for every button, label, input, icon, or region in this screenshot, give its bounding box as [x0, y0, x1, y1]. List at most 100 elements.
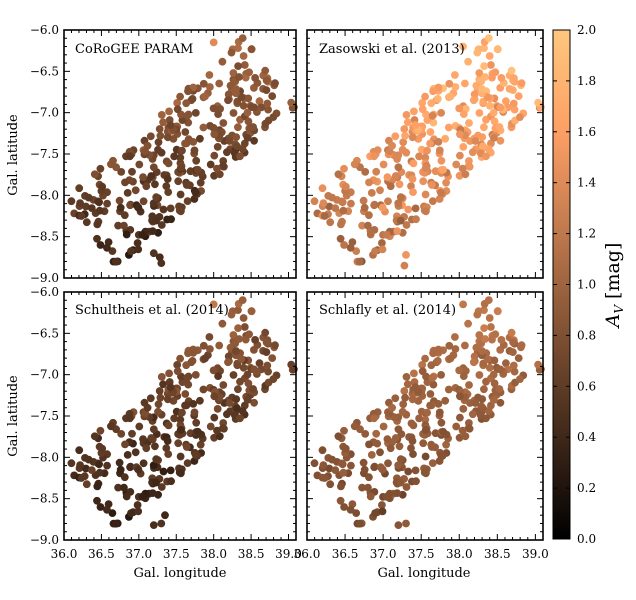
data-point [409, 159, 418, 168]
x-axis-label: Gal. longitude [133, 566, 226, 581]
data-point [471, 399, 480, 407]
colorbar-tick-label: 1.8 [577, 74, 596, 88]
data-point [262, 348, 271, 356]
data-point [423, 146, 431, 155]
data-point [123, 189, 132, 197]
data-point [378, 465, 387, 474]
data-point [174, 439, 183, 448]
data-point [271, 79, 279, 88]
data-point [318, 184, 327, 193]
data-point [151, 180, 159, 189]
data-point [161, 511, 169, 520]
data-point [328, 455, 336, 464]
data-point [350, 422, 359, 431]
data-point [223, 410, 231, 419]
data-point [496, 365, 505, 374]
data-point [364, 221, 372, 230]
data-point [199, 385, 208, 394]
data-point [482, 414, 490, 423]
data-point [128, 167, 136, 176]
data-point [346, 243, 355, 252]
data-point [155, 125, 164, 133]
y-tick-label: −7.5 [30, 147, 59, 161]
data-point [178, 408, 186, 417]
data-point [271, 341, 279, 350]
data-point [459, 110, 468, 118]
data-point [157, 221, 166, 229]
panel-corogee-param [63, 29, 298, 279]
data-point [459, 405, 468, 413]
data-point [139, 435, 147, 443]
data-point [384, 197, 392, 206]
data-point [90, 170, 99, 179]
data-point [341, 444, 350, 453]
data-point [255, 359, 264, 368]
data-point [149, 425, 158, 434]
data-point [164, 188, 173, 197]
data-point [155, 387, 164, 395]
data-point [399, 400, 408, 409]
data-point [219, 424, 227, 433]
data-point [516, 113, 524, 121]
data-point [428, 443, 436, 451]
data-point [358, 221, 366, 230]
data-point [310, 197, 319, 206]
data-point [243, 396, 252, 404]
data-point [370, 414, 378, 423]
data-point [485, 363, 494, 372]
data-point [473, 310, 482, 319]
data-point [487, 323, 495, 331]
data-point [434, 400, 443, 408]
data-point [489, 370, 498, 379]
x-tick-label: 36.0 [294, 547, 321, 561]
data-point [209, 366, 218, 375]
data-point [465, 381, 473, 389]
data-point [98, 182, 107, 191]
data-point [439, 165, 447, 174]
data-point [239, 52, 248, 60]
data-point [510, 105, 519, 114]
data-point [480, 324, 488, 332]
data-point [480, 385, 488, 394]
data-point [534, 360, 542, 369]
data-point [326, 480, 335, 489]
data-point [495, 385, 504, 393]
data-point [383, 435, 392, 443]
data-point [507, 328, 516, 337]
data-point [407, 182, 415, 191]
y-tick-label: −9.0 [30, 533, 59, 547]
data-point [149, 521, 158, 529]
data-point [166, 204, 175, 213]
data-point [166, 383, 175, 391]
data-point [391, 172, 400, 180]
data-point [464, 162, 473, 171]
data-point [76, 199, 84, 208]
data-point [189, 138, 198, 146]
data-point [491, 68, 500, 77]
data-point [165, 369, 174, 378]
data-point [452, 422, 461, 431]
data-point [126, 463, 134, 472]
data-point [193, 427, 202, 436]
data-point [131, 186, 140, 195]
data-point [502, 97, 510, 106]
data-point [225, 399, 234, 407]
data-point [116, 203, 125, 212]
data-point [209, 104, 218, 113]
data-point [191, 188, 200, 197]
y-tick-label: −8.5 [30, 492, 59, 506]
data-point [152, 478, 161, 487]
data-point [402, 519, 410, 528]
y-tick-label: −8.0 [30, 450, 59, 464]
data-point [426, 401, 434, 410]
data-point [206, 83, 214, 91]
data-point [199, 123, 208, 132]
data-point [310, 459, 319, 468]
data-point [249, 385, 257, 393]
data-point [337, 482, 345, 491]
data-point [229, 109, 238, 117]
data-point [391, 394, 400, 403]
data-point [159, 205, 168, 214]
data-point [318, 446, 327, 455]
data-point [347, 461, 355, 470]
